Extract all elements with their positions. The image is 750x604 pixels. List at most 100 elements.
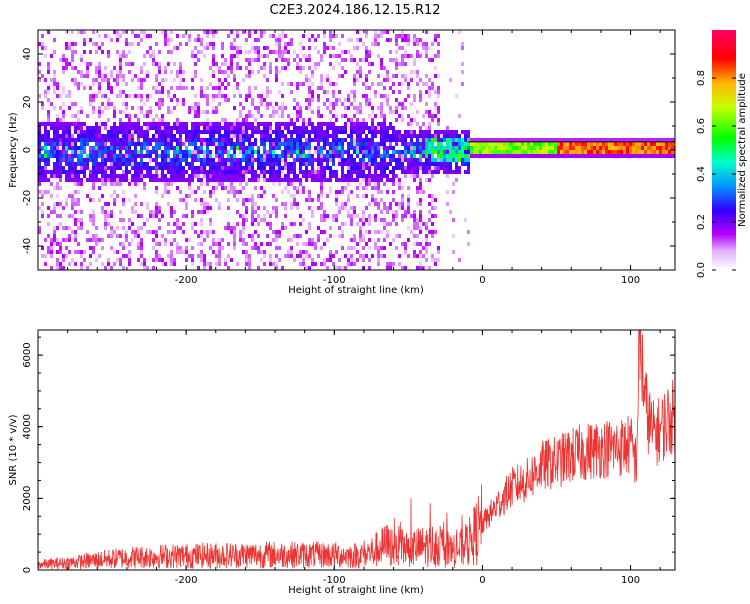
spectrogram-cell (662, 142, 665, 146)
spectrogram-cell (416, 254, 419, 258)
spectrogram-cell (302, 174, 305, 178)
spectrogram-cell (446, 190, 449, 194)
spectrogram-cell (455, 94, 458, 98)
spectrogram-cell (368, 166, 371, 170)
spectrogram-cell (209, 246, 212, 250)
spectrogram-cell (173, 106, 176, 110)
spectrogram-cell (410, 174, 413, 178)
spectrogram-cell (422, 222, 425, 226)
spectrogram-cell (287, 122, 290, 126)
spectrogram-cell (326, 78, 329, 82)
spectrogram-cell (389, 138, 392, 142)
spectrogram-cell (266, 150, 269, 154)
spectrogram-cell (194, 230, 197, 234)
spectrogram-cell (110, 154, 113, 158)
spectrogram-cell (380, 138, 383, 142)
spectrogram-cell (377, 34, 380, 38)
spectrogram-cell (41, 158, 44, 162)
spectrogram-cell (209, 154, 212, 158)
spectrogram-cell (41, 42, 44, 46)
spectrogram-cell (92, 234, 95, 238)
spectrogram-cell (425, 242, 428, 246)
spectrogram-cell (356, 30, 359, 34)
spectrogram-cell (125, 122, 128, 126)
spectrogram-cell (434, 206, 437, 210)
spectrogram-cell (353, 130, 356, 134)
spectrogram-cell (431, 114, 434, 118)
spectrogram-cell (128, 50, 131, 54)
spectrogram-cell (416, 70, 419, 74)
spectrogram-cell (218, 182, 221, 186)
spectrogram-cell (365, 242, 368, 246)
spectrogram-cell (242, 178, 245, 182)
spectrogram-cell (227, 98, 230, 102)
spectrogram-cell (395, 246, 398, 250)
spectrogram-cell (383, 158, 386, 162)
spectrogram-cell (92, 166, 95, 170)
spectrogram-cell (512, 154, 515, 158)
spectrogram-cell (164, 262, 167, 266)
spectrogram-cell (236, 178, 239, 182)
spectrogram-cell (638, 138, 641, 142)
spectrogram-cell (344, 186, 347, 190)
spectrogram-cell (236, 210, 239, 214)
spectrogram-cell (416, 174, 419, 178)
spectrogram-cell (191, 170, 194, 174)
spectrogram-cell (410, 118, 413, 122)
spectrogram-cell (92, 94, 95, 98)
spectrogram-cell (56, 122, 59, 126)
spectrogram-cell (197, 138, 200, 142)
spectrogram-cell (212, 30, 215, 34)
spectrogram-cell (122, 266, 125, 270)
spectrogram-cell (308, 190, 311, 194)
spectrogram-cell (179, 42, 182, 46)
spectrogram-cell (119, 90, 122, 94)
spectrogram-cell (350, 54, 353, 58)
spectrogram-cell (263, 150, 266, 154)
spectrogram-cell (290, 122, 293, 126)
spectrogram-cell (254, 46, 257, 50)
spectrogram-cell (197, 34, 200, 38)
spectrogram-cell (206, 30, 209, 34)
spectrogram-cell (332, 34, 335, 38)
spectrogram-cell (257, 46, 260, 50)
spectrogram-cell (212, 142, 215, 146)
spectrogram-cell (389, 122, 392, 126)
spectrogram-cell (293, 98, 296, 102)
spectrogram-cell (218, 122, 221, 126)
spectrogram-cell (221, 154, 224, 158)
spectrogram-cell (140, 250, 143, 254)
spectrogram-cell (449, 142, 452, 146)
spectrogram-cell (140, 146, 143, 150)
spectrogram-cell (77, 30, 80, 34)
spectrogram-cell (341, 146, 344, 150)
spectrogram-cell (359, 138, 362, 142)
spectrogram-cell (158, 242, 161, 246)
spectrogram-cell (110, 214, 113, 218)
spectrogram-cell (341, 126, 344, 130)
spectrogram-cell (320, 154, 323, 158)
spectrogram-cell (368, 182, 371, 186)
spectrogram-cell (431, 86, 434, 90)
spectrogram-cell (284, 42, 287, 46)
spectrogram-cell (44, 146, 47, 150)
spectrogram-cell (44, 178, 47, 182)
spectrogram-cell (395, 202, 398, 206)
spectrogram-cell (308, 90, 311, 94)
spectrogram-cell (266, 138, 269, 142)
spectrogram-cell (227, 266, 230, 270)
spectrogram-cell (137, 130, 140, 134)
spectrogram-cell (68, 178, 71, 182)
spectrogram-cell (395, 42, 398, 46)
spectrogram-cell (98, 126, 101, 130)
spectrogram-cell (77, 118, 80, 122)
spectrogram-cell (119, 242, 122, 246)
spectrogram-cell (56, 130, 59, 134)
spectrogram-cell (278, 246, 281, 250)
spectrogram-cell (56, 94, 59, 98)
spectrogram-cell (290, 134, 293, 138)
spectrogram-cell (155, 86, 158, 90)
spectrogram-cell (152, 146, 155, 150)
spectrogram-cell (428, 202, 431, 206)
spectrogram-cell (59, 170, 62, 174)
